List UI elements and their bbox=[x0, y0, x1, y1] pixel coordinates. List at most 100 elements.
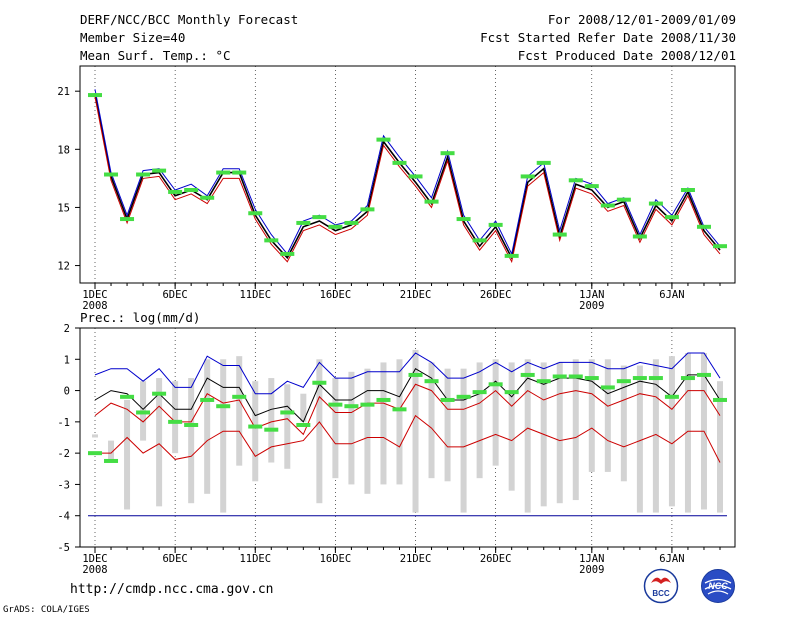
x-tick-label: 11DEC bbox=[239, 289, 271, 301]
ensemble-range-box bbox=[604, 359, 611, 472]
observed-marker bbox=[184, 422, 199, 427]
y-tick-label: -1 bbox=[57, 417, 70, 429]
y-tick-label: 18 bbox=[57, 144, 70, 156]
y-tick-label: 12 bbox=[57, 261, 70, 273]
x-tick-label: 1JAN bbox=[579, 289, 604, 301]
ensemble-range-box bbox=[364, 368, 371, 494]
y-tick-label: -5 bbox=[57, 542, 70, 554]
observed-marker bbox=[104, 172, 119, 177]
ensemble-range-box bbox=[556, 362, 563, 504]
observed-marker bbox=[504, 390, 519, 395]
ensemble-range-box bbox=[252, 381, 259, 482]
observed-marker bbox=[568, 178, 583, 183]
ensemble-range-box bbox=[348, 371, 355, 485]
observed-marker bbox=[328, 402, 343, 407]
series-upper-line bbox=[94, 89, 721, 256]
ensemble-range-box bbox=[396, 359, 403, 485]
observed-marker bbox=[680, 376, 695, 381]
x-tick-label: 6DEC bbox=[162, 289, 187, 301]
x-tick-label: 21DEC bbox=[400, 289, 432, 301]
ensemble-range-box bbox=[476, 362, 483, 479]
observed-marker bbox=[552, 232, 567, 237]
x-tick-label: 6JAN bbox=[659, 553, 684, 565]
observed-marker bbox=[216, 404, 231, 409]
observed-marker bbox=[344, 404, 359, 409]
observed-marker bbox=[296, 220, 311, 225]
observed-marker bbox=[280, 251, 295, 256]
observed-marker bbox=[168, 419, 183, 424]
website-url[interactable]: http://cmdp.ncc.cma.gov.cn bbox=[70, 582, 274, 597]
observed-marker bbox=[488, 382, 503, 387]
observed-marker bbox=[568, 374, 583, 379]
observed-marker bbox=[264, 238, 279, 243]
y-tick-label: 2 bbox=[64, 323, 70, 335]
y-tick-label: 21 bbox=[57, 86, 70, 98]
observed-marker bbox=[264, 427, 279, 432]
observed-marker bbox=[296, 422, 311, 427]
ensemble-range-box bbox=[236, 356, 243, 466]
observed-marker bbox=[472, 390, 487, 395]
observed-marker bbox=[472, 238, 487, 243]
ensemble-range-box bbox=[524, 359, 531, 513]
observed-marker bbox=[424, 199, 439, 204]
observed-marker bbox=[168, 189, 183, 194]
observed-marker bbox=[536, 160, 551, 165]
observed-marker bbox=[184, 188, 199, 192]
x-tick-label: 26DEC bbox=[480, 553, 512, 565]
x-tick-label: 16DEC bbox=[320, 553, 352, 565]
series-mean-line bbox=[94, 368, 721, 423]
grads-credit: GrADS: COLA/IGES bbox=[3, 605, 90, 615]
x-tick-year-label: 2008 bbox=[82, 564, 107, 576]
y-tick-label: 0 bbox=[64, 386, 70, 398]
observed-marker bbox=[584, 184, 599, 189]
x-tick-label: 1JAN bbox=[579, 553, 604, 565]
forecast-period: For 2008/12/01-2009/01/09 bbox=[547, 12, 736, 27]
ensemble-range-box bbox=[380, 362, 387, 485]
observed-marker bbox=[536, 379, 551, 384]
ensemble-range-box bbox=[268, 378, 275, 463]
observed-marker bbox=[312, 215, 327, 220]
ensemble-range-box bbox=[492, 359, 499, 466]
observed-marker bbox=[713, 397, 727, 402]
series-upper-line bbox=[94, 352, 721, 395]
observed-marker bbox=[440, 397, 455, 402]
observed-marker bbox=[456, 394, 471, 399]
x-tick-year-label: 2009 bbox=[579, 300, 604, 312]
bcc-logo: BCC bbox=[643, 568, 679, 604]
variable-label: Mean Surf. Temp.: °C bbox=[80, 48, 231, 63]
ensemble-range-box bbox=[444, 368, 451, 482]
observed-marker bbox=[520, 372, 535, 377]
observed-marker bbox=[696, 372, 711, 377]
ensemble-range-box bbox=[412, 349, 419, 513]
y-tick-label: -3 bbox=[57, 479, 70, 491]
series-lower-line bbox=[94, 96, 721, 264]
observed-marker bbox=[232, 394, 247, 399]
observed-marker bbox=[120, 394, 135, 399]
observed-marker bbox=[328, 224, 343, 229]
observed-marker bbox=[152, 391, 167, 396]
ensemble-range-box bbox=[717, 381, 723, 513]
ensemble-range-box bbox=[572, 359, 579, 501]
x-tick-year-label: 2008 bbox=[82, 300, 107, 312]
observed-marker bbox=[152, 168, 167, 173]
x-tick-label: 6JAN bbox=[659, 289, 684, 301]
ensemble-range-box bbox=[316, 359, 323, 504]
ensemble-range-box bbox=[460, 368, 467, 513]
observed-marker bbox=[616, 379, 631, 384]
observed-marker bbox=[392, 160, 407, 165]
observed-marker bbox=[600, 203, 615, 208]
series-lower-line bbox=[95, 414, 721, 463]
observed-marker bbox=[104, 458, 119, 463]
observed-marker bbox=[488, 222, 503, 227]
observed-marker bbox=[280, 410, 295, 415]
observed-marker bbox=[248, 424, 263, 429]
ensemble-range-box bbox=[92, 434, 98, 438]
observed-marker bbox=[632, 376, 647, 381]
observed-marker bbox=[584, 376, 599, 381]
observed-marker bbox=[456, 217, 471, 222]
plot-frame bbox=[79, 65, 736, 284]
observed-marker bbox=[504, 253, 519, 258]
observed-marker bbox=[216, 170, 231, 175]
observed-marker bbox=[600, 385, 615, 390]
